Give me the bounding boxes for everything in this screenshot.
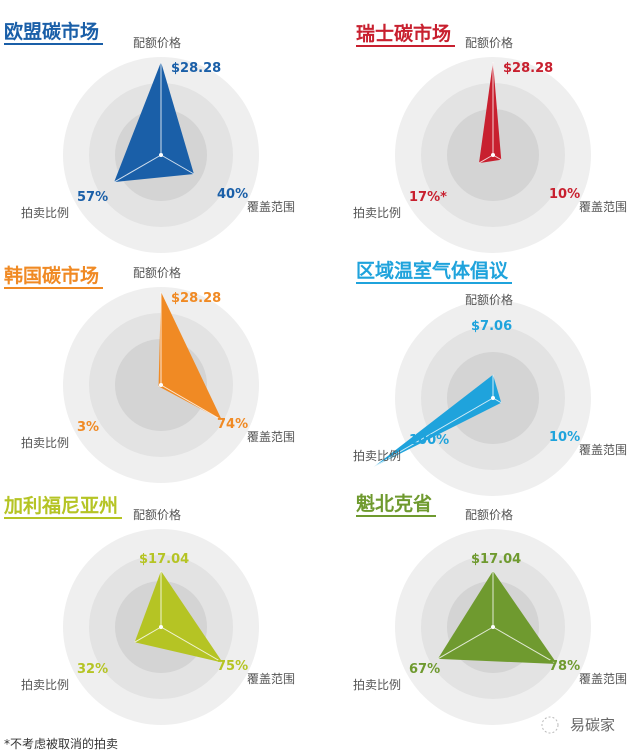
radar-area bbox=[437, 570, 558, 665]
axis-label-auction: 拍卖比例 bbox=[353, 448, 401, 463]
axis-label-auction: 拍卖比例 bbox=[21, 677, 69, 692]
auction-value: 100% bbox=[409, 433, 449, 448]
footnote: *不考虑被取消的拍卖 bbox=[4, 736, 118, 751]
axis-line bbox=[373, 397, 494, 468]
price-value: $28.28 bbox=[503, 61, 553, 76]
chart-title: 韩国碳市场 bbox=[4, 264, 99, 287]
auction-value: 57% bbox=[77, 190, 108, 205]
chart-title: 区域温室气体倡议 bbox=[356, 259, 509, 282]
price-value: $17.04 bbox=[139, 552, 189, 567]
wechat-icon bbox=[541, 716, 559, 734]
axis-label-auction: 拍卖比例 bbox=[21, 205, 69, 220]
auction-value: 3% bbox=[77, 420, 99, 435]
axis-label-auction: 拍卖比例 bbox=[353, 677, 401, 692]
auction-value: 17%* bbox=[409, 190, 447, 205]
axis-label-price: 配额价格 bbox=[465, 35, 513, 50]
axis-line bbox=[492, 626, 558, 665]
center-dot bbox=[159, 153, 163, 157]
axis-label-coverage: 覆盖范围 bbox=[247, 430, 295, 444]
coverage-value: 74% bbox=[217, 417, 248, 432]
chart-title: 瑞士碳市场 bbox=[356, 22, 451, 45]
auction-value: 67% bbox=[409, 662, 440, 677]
coverage-value: 40% bbox=[217, 187, 248, 202]
radar-area bbox=[479, 62, 502, 164]
price-value: $28.28 bbox=[171, 291, 221, 306]
axis-line bbox=[437, 626, 494, 660]
radar-chart: 欧盟碳市场配额价格覆盖范围 拍卖比例 $28.28 40% 57% bbox=[4, 20, 295, 253]
coverage-value: 10% bbox=[549, 187, 580, 202]
center-dot bbox=[491, 396, 495, 400]
axis-line bbox=[160, 384, 223, 421]
center-dot bbox=[491, 153, 495, 157]
coverage-value: 78% bbox=[549, 659, 580, 674]
watermark: 易碳家 bbox=[541, 716, 615, 734]
axis-label-price: 配额价格 bbox=[133, 507, 181, 522]
center-dot bbox=[159, 625, 163, 629]
axis-label-price: 配额价格 bbox=[133, 35, 181, 50]
radar-area bbox=[158, 292, 222, 421]
radar-area bbox=[134, 570, 223, 663]
auction-value: 32% bbox=[77, 662, 108, 677]
axis-line bbox=[160, 626, 223, 664]
radar-area bbox=[373, 374, 502, 467]
axis-label-price: 配额价格 bbox=[133, 265, 181, 280]
price-value: $7.06 bbox=[471, 319, 512, 334]
radar-chart: 魁北克省配额价格覆盖范围 拍卖比例 $17.04 78% 67% bbox=[353, 492, 627, 725]
chart-title: 魁北克省 bbox=[356, 492, 432, 515]
watermark-text: 易碳家 bbox=[570, 716, 615, 734]
axis-line bbox=[478, 154, 494, 164]
axis-label-auction: 拍卖比例 bbox=[353, 205, 401, 220]
coverage-value: 10% bbox=[549, 430, 580, 445]
center-dot bbox=[159, 383, 163, 387]
axis-label-price: 配额价格 bbox=[465, 292, 513, 307]
center-dot bbox=[491, 625, 495, 629]
axis-line bbox=[113, 154, 162, 183]
axis-line bbox=[134, 626, 162, 643]
axis-label-coverage: 覆盖范围 bbox=[247, 672, 295, 686]
axis-label-price: 配额价格 bbox=[465, 507, 513, 522]
price-value: $17.04 bbox=[471, 552, 521, 567]
axis-label-coverage: 覆盖范围 bbox=[579, 672, 627, 686]
axis-line bbox=[160, 154, 195, 175]
chart-title: 欧盟碳市场 bbox=[4, 20, 99, 43]
axis-label-coverage: 覆盖范围 bbox=[579, 200, 627, 214]
radar-area bbox=[114, 62, 194, 183]
chart-title: 加利福尼亚州 bbox=[3, 494, 118, 517]
price-value: $28.28 bbox=[171, 61, 221, 76]
axis-label-coverage: 覆盖范围 bbox=[247, 200, 295, 214]
axis-label-auction: 拍卖比例 bbox=[21, 435, 69, 450]
coverage-value: 75% bbox=[217, 659, 248, 674]
axis-label-coverage: 覆盖范围 bbox=[579, 443, 627, 457]
